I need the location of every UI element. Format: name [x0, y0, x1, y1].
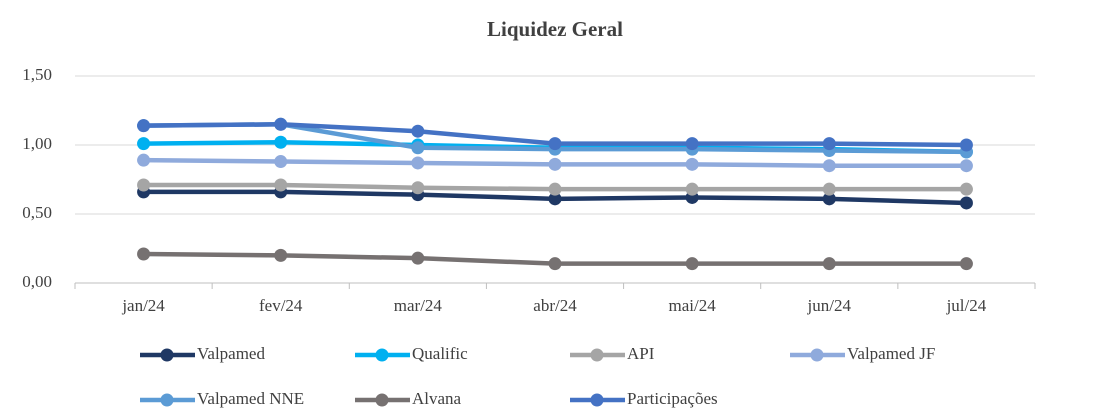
marker — [137, 119, 151, 133]
marker — [685, 182, 699, 196]
x-tick-label: jul/24 — [946, 296, 987, 315]
y-tick-label: 0,00 — [22, 272, 52, 291]
x-tick-label: abr/24 — [533, 296, 577, 315]
marker — [274, 135, 288, 149]
marker — [411, 156, 425, 170]
x-tick-label: mai/24 — [669, 296, 717, 315]
x-tick-label: fev/24 — [259, 296, 303, 315]
marker — [137, 247, 151, 261]
marker — [548, 257, 562, 271]
marker — [959, 159, 973, 173]
marker — [274, 178, 288, 192]
marker — [685, 257, 699, 271]
y-tick-label: 0,50 — [22, 203, 52, 222]
marker — [548, 182, 562, 196]
legend-label: Qualific — [412, 344, 468, 363]
marker — [822, 137, 836, 151]
legend-label: API — [627, 344, 655, 363]
marker — [822, 257, 836, 271]
x-tick-label: jan/24 — [121, 296, 165, 315]
marker — [959, 138, 973, 152]
marker — [137, 178, 151, 192]
marker — [137, 137, 151, 151]
marker — [822, 182, 836, 196]
legend-label: Valpamed NNE — [197, 389, 304, 408]
y-tick-label: 1,50 — [22, 65, 52, 84]
y-tick-label: 1,00 — [22, 134, 52, 153]
marker — [685, 137, 699, 151]
marker — [822, 192, 836, 206]
marker — [959, 182, 973, 196]
marker — [411, 141, 425, 155]
legend-marker — [590, 393, 604, 407]
marker — [959, 257, 973, 271]
marker — [411, 124, 425, 138]
legend-label: Participações — [627, 389, 718, 408]
marker — [411, 251, 425, 265]
legend-marker — [810, 348, 824, 362]
legend-label: Valpamed JF — [847, 344, 935, 363]
legend-marker — [375, 393, 389, 407]
x-tick-label: jun/24 — [807, 296, 852, 315]
marker — [548, 137, 562, 151]
legend-marker — [160, 393, 174, 407]
legend-label: Alvana — [412, 389, 462, 408]
marker — [137, 153, 151, 167]
x-tick-label: mar/24 — [394, 296, 443, 315]
marker — [822, 159, 836, 173]
marker — [411, 181, 425, 195]
legend-label: Valpamed — [197, 344, 265, 363]
marker — [685, 157, 699, 171]
legend-marker — [590, 348, 604, 362]
legend-marker — [160, 348, 174, 362]
marker — [274, 117, 288, 131]
marker — [274, 155, 288, 169]
marker — [548, 157, 562, 171]
marker — [548, 192, 562, 206]
chart-title: Liquidez Geral — [487, 17, 623, 41]
legend-marker — [375, 348, 389, 362]
marker — [959, 196, 973, 210]
marker — [274, 248, 288, 262]
